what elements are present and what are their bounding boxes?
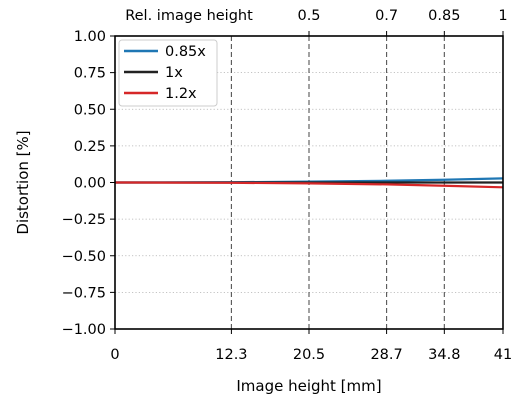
y-axis-ticks: −1.00 −0.75 −0.50 −0.25 0.00 0.25 0.50 0.75 1.00	[62, 29, 115, 338]
y-tick-label: 1.00	[74, 29, 106, 45]
y-tick-label: −0.50	[62, 249, 106, 265]
x-tick-label: 20.5	[293, 347, 325, 363]
y-tick-label: −0.25	[62, 212, 106, 228]
legend-label: 1x	[165, 65, 183, 81]
top-tick-label: 1	[498, 8, 507, 24]
x-tick-label: 28.7	[370, 347, 402, 363]
y-tick-label: −0.75	[62, 285, 106, 301]
top-tick-label: 0.5	[297, 8, 320, 24]
x-tick-label: 12.3	[215, 347, 247, 363]
legend-label: 0.85x	[165, 44, 206, 60]
x-axis-ticks: 0 12.3 20.5 28.7 34.8 41	[110, 329, 512, 363]
top-tick-label: 0.7	[375, 8, 398, 24]
series-line	[114, 181, 504, 189]
x-tick-label: 0	[110, 347, 119, 363]
legend-box	[118, 39, 218, 107]
y-tick-label: 0.75	[74, 66, 106, 82]
x-tick-label: 34.8	[428, 347, 460, 363]
y-tick-label: −1.00	[62, 322, 106, 338]
legend: 0.85x 1x 1.2x	[118, 39, 218, 107]
x-tick-label: 41	[494, 347, 512, 363]
y-tick-label: 0.25	[74, 139, 106, 155]
x-axis-label: Image height [mm]	[236, 377, 381, 395]
y-tick-label: 0.50	[74, 102, 106, 118]
top-tick-label: 0.85	[428, 8, 460, 24]
legend-label: 1.2x	[165, 86, 197, 102]
top-axis-label: Rel. image height	[125, 8, 253, 24]
top-axis-ticks: 0.5 0.7 0.85 1	[297, 8, 508, 36]
y-axis-label: Distortion [%]	[14, 130, 32, 234]
y-tick-label: 0.00	[74, 176, 106, 192]
series-lines	[114, 177, 504, 189]
